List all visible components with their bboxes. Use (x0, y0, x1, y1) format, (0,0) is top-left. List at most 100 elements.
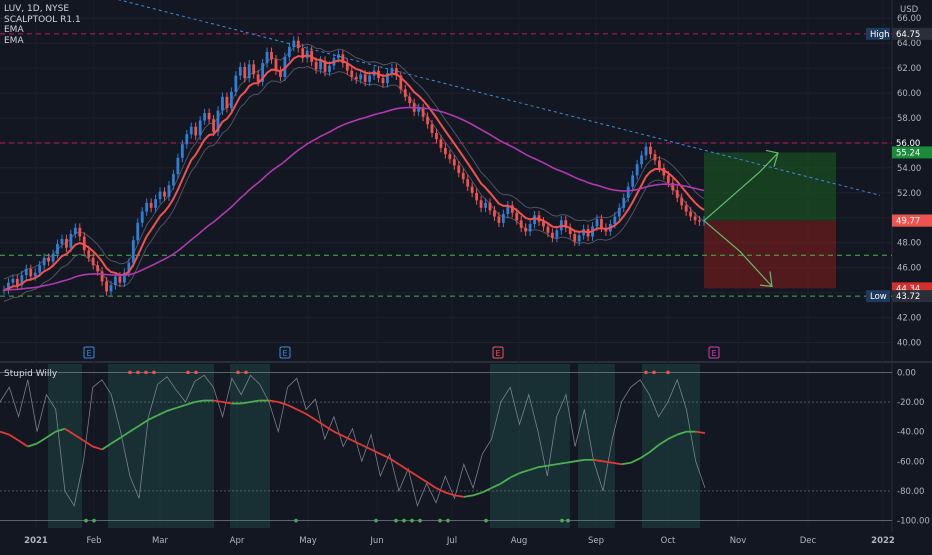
signal-segment (547, 463, 557, 467)
signal-segment (528, 466, 539, 472)
signal-segment (472, 491, 483, 497)
signal-dot (92, 518, 96, 523)
earnings-badge (83, 346, 95, 359)
signal-dot (144, 370, 148, 375)
price-axis[interactable]: 66.00 64.00 62.00 60.00 58.00 56.00 54.00 52.00… (897, 5, 930, 527)
candle-body (42, 257, 46, 266)
candle-body (684, 205, 688, 212)
earnings-badge (279, 346, 291, 359)
candle-body (452, 159, 456, 166)
candle-body (461, 172, 465, 180)
signal-segment (648, 444, 660, 454)
ind-tick-label: -40.00 (897, 428, 924, 438)
candle-body (533, 215, 536, 225)
candle-body (73, 227, 77, 235)
signal-dot (484, 518, 488, 523)
candle-body (20, 275, 24, 286)
signal-segment (407, 469, 418, 477)
price-tick-label: 66.00 (897, 14, 921, 24)
candle-body (109, 285, 113, 292)
signal-segment (324, 424, 335, 433)
time-axis[interactable]: 2021 Feb Mar Apr May Jun Jul Aug Sep Oct Nov Dec 202… (24, 536, 895, 546)
candle-body (274, 59, 278, 71)
candle-body (78, 227, 82, 237)
ema-label-1[interactable]: EMA (4, 25, 24, 35)
candle-body (622, 197, 626, 208)
candle-body (127, 262, 131, 273)
price-label-text: 43.72 (896, 292, 920, 302)
candle-body (484, 202, 487, 208)
signal-dot (244, 370, 248, 375)
signal-segment (148, 414, 159, 421)
price-label-text: 56.00 (896, 139, 920, 149)
candle-body (105, 281, 108, 292)
candle-body (595, 219, 599, 227)
candle-body (15, 278, 19, 286)
candle-body (51, 253, 55, 262)
signal-segment (27, 442, 38, 448)
candle-body (11, 278, 15, 283)
candle-body (221, 96, 224, 111)
price-label-text: 49.77 (896, 217, 920, 227)
candle-body (212, 119, 215, 132)
arrow-up-line (703, 152, 779, 222)
candle-body (234, 75, 238, 92)
signal-dot (128, 370, 132, 375)
candle-body (158, 191, 162, 200)
candle-body (417, 108, 421, 112)
candle-body (479, 200, 483, 208)
candle-body (65, 239, 68, 248)
signal-segment (129, 424, 140, 433)
indicator-title[interactable]: Stupid Willy (4, 369, 58, 379)
ind-tick-label: -80.00 (897, 487, 924, 497)
candle-body (33, 272, 37, 277)
earnings-badge (708, 346, 720, 359)
candle-body (519, 220, 523, 228)
arrow-up-head (765, 149, 779, 167)
signal-dot (666, 370, 670, 375)
ema-label-2[interactable]: EMA (4, 35, 24, 46)
signal-segment (342, 435, 353, 442)
candle-body (506, 205, 510, 215)
signal-segment (416, 475, 428, 483)
signal-dot (644, 370, 648, 375)
candle-body (390, 68, 394, 74)
signal-segment (491, 482, 502, 489)
price-tag-text: Low (870, 292, 887, 302)
candle-body (319, 60, 322, 70)
signal-segment (435, 487, 446, 494)
signal-segment (92, 445, 103, 451)
signal-segment (361, 444, 372, 451)
signal-segment (166, 407, 177, 412)
candle-body (653, 154, 657, 161)
candle-body (698, 220, 701, 222)
indicator-label[interactable]: SCALPTOOL R1.1 (4, 14, 81, 25)
candle-body (163, 191, 166, 197)
candle-body (568, 227, 572, 235)
candle-body (24, 268, 28, 276)
candle-body (555, 230, 559, 238)
signal-segment (0, 430, 10, 436)
candle-body (265, 51, 269, 64)
signal-segment (630, 457, 641, 464)
earnings-letter: E (86, 349, 91, 358)
symbol-title[interactable]: LUV, 1D, NYSE (4, 4, 70, 14)
signal-segment (500, 476, 511, 485)
candle-body (501, 214, 505, 223)
price-label-box (892, 27, 932, 40)
candle-body (172, 174, 175, 186)
signal-segment (185, 401, 196, 406)
candle-body (457, 165, 461, 173)
price-label-box (892, 146, 932, 159)
signal-segment (602, 460, 613, 464)
candle-body (666, 175, 670, 183)
trendline (117, 0, 881, 196)
loss-zone (704, 220, 836, 289)
candle-body (296, 40, 300, 49)
signal-segment (509, 472, 520, 479)
earnings-letter: E (495, 349, 500, 358)
signal-dot (294, 518, 298, 523)
candle-body (252, 64, 256, 75)
signal-segment (36, 436, 47, 445)
